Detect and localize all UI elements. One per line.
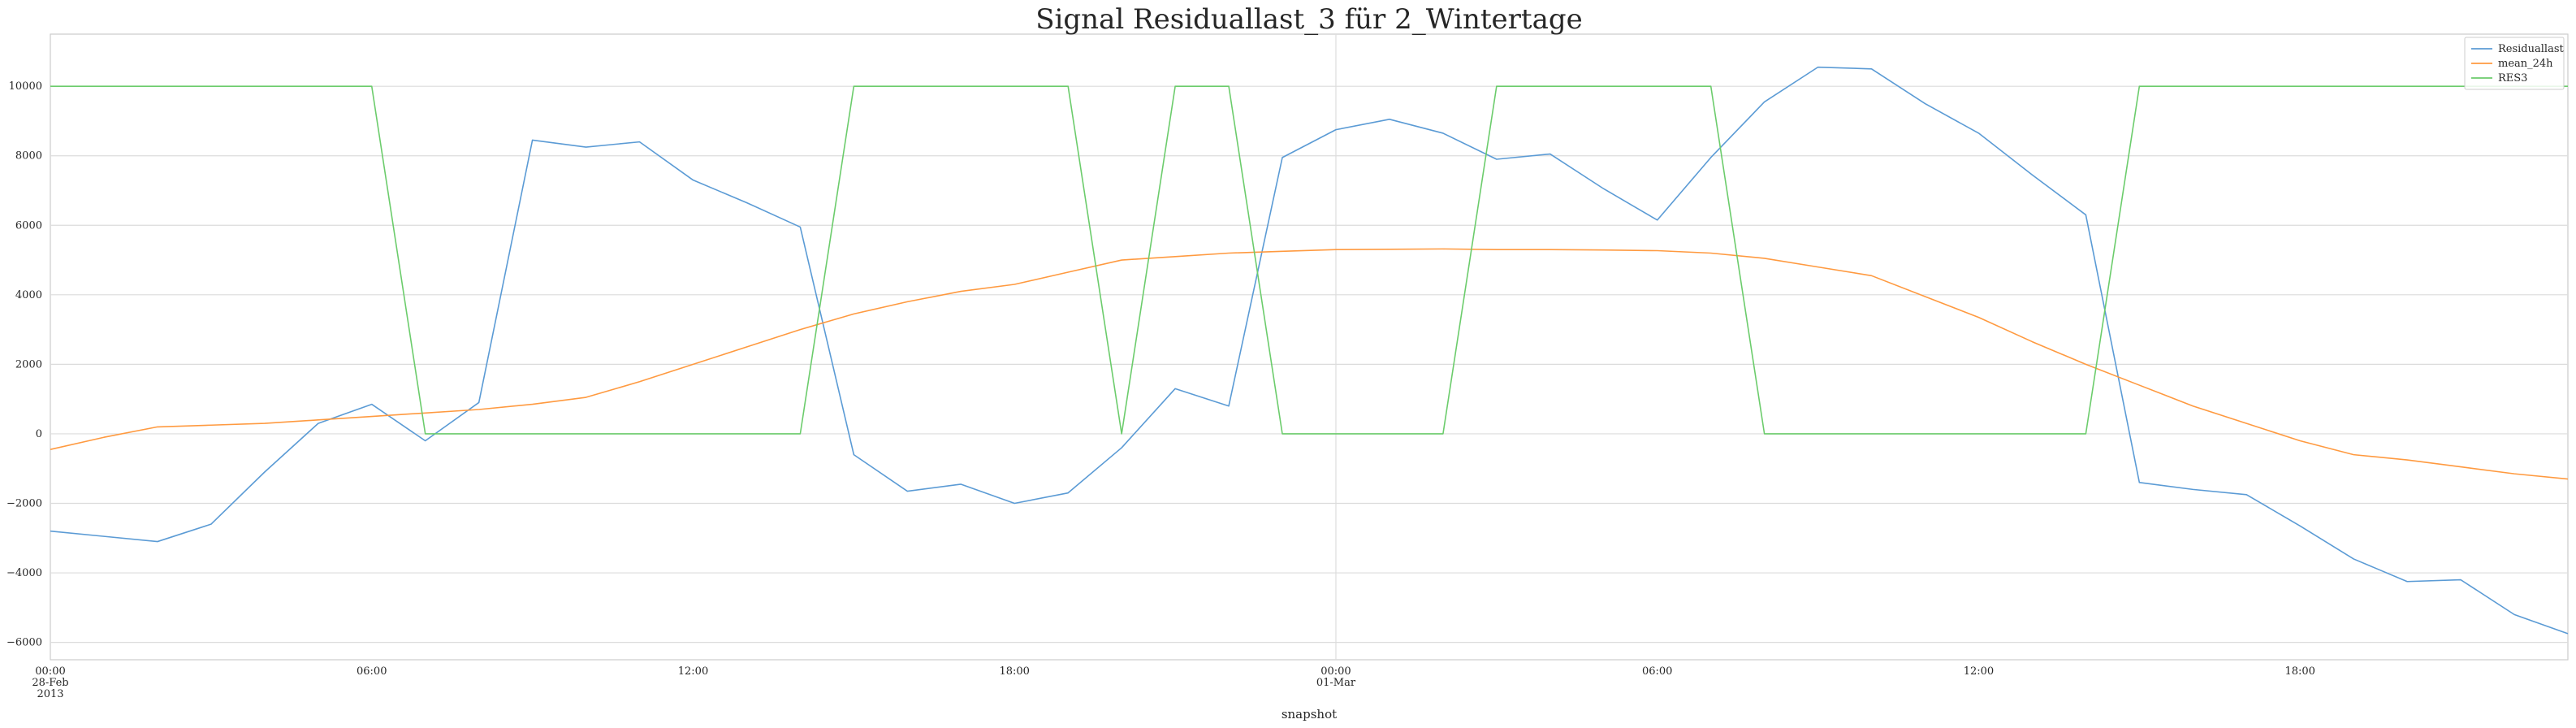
- x-tick-label: 00:00: [35, 665, 65, 678]
- y-tick-label: −2000: [6, 498, 42, 510]
- y-tick-label: 10000: [9, 80, 42, 93]
- legend: Residuallast mean_24h RES3: [2464, 37, 2565, 90]
- series-line-res3: [50, 85, 2568, 435]
- y-tick-label: 2000: [15, 358, 42, 370]
- y-tick-label: 6000: [15, 219, 42, 232]
- x-tick-label: 06:00: [1642, 665, 1672, 678]
- x-tick-label: 01-Mar: [1316, 677, 1356, 689]
- y-tick-label: 4000: [15, 289, 42, 301]
- y-tick-label: 0: [36, 428, 42, 440]
- series-line-mean-24h: [50, 248, 2569, 480]
- legend-label: mean_24h: [2498, 58, 2553, 70]
- x-tick-label: 2013: [37, 688, 63, 700]
- x-tick-label: 12:00: [1964, 665, 1994, 678]
- x-tick-label: 06:00: [357, 665, 387, 678]
- y-tick-label: 8000: [15, 150, 42, 162]
- series-lines: [50, 66, 2569, 635]
- y-tick-label: −4000: [6, 567, 42, 579]
- legend-label: RES3: [2498, 72, 2527, 84]
- x-axis-label: snapshot: [1282, 707, 1337, 722]
- x-tick-label: 18:00: [999, 665, 1029, 678]
- legend-label: Residuallast: [2498, 43, 2564, 55]
- x-tick-label: 12:00: [678, 665, 708, 678]
- x-tick-label: 00:00: [1320, 665, 1351, 678]
- x-tick-label: 28-Feb: [32, 677, 68, 689]
- y-tick-labels: −6000 −4000 −2000 0 2000 4000 6000 8000 10000: [6, 80, 42, 648]
- plot-background: [50, 33, 2569, 661]
- x-tick-label: 18:00: [2284, 665, 2315, 678]
- series-line-residuallast: [50, 66, 2569, 635]
- chart-title: Signal Residuallast_3 für 2_Wintertage: [1035, 3, 1582, 36]
- y-tick-label: −6000: [6, 637, 42, 649]
- legend-box: [2464, 37, 2565, 90]
